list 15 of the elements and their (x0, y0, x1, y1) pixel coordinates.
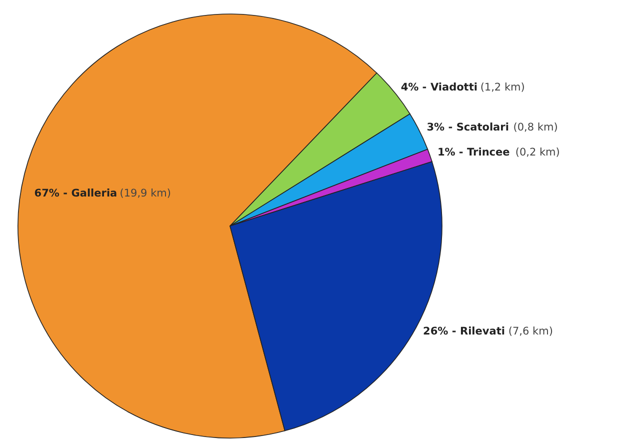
slice-label: Scatolari (456, 122, 509, 134)
data-label: 67% - (34, 187, 68, 200)
data-label: 3% - (426, 122, 453, 134)
data-label: 26% - (423, 326, 456, 338)
slice-label: Rilevati (460, 326, 505, 338)
data-label: 4% - (400, 81, 427, 94)
slice-label: Viadotti (430, 81, 478, 94)
text: (1,2 km) (480, 81, 525, 94)
text: (0,8 km) (513, 122, 558, 134)
slice-label: Trincee (467, 146, 510, 159)
slice-label: Galleria (71, 187, 118, 200)
text: (19,9 km) (120, 187, 171, 200)
text: (7,6 km) (508, 326, 553, 338)
text: (0,2 km) (515, 146, 560, 159)
data-label: 1% - (437, 146, 464, 159)
